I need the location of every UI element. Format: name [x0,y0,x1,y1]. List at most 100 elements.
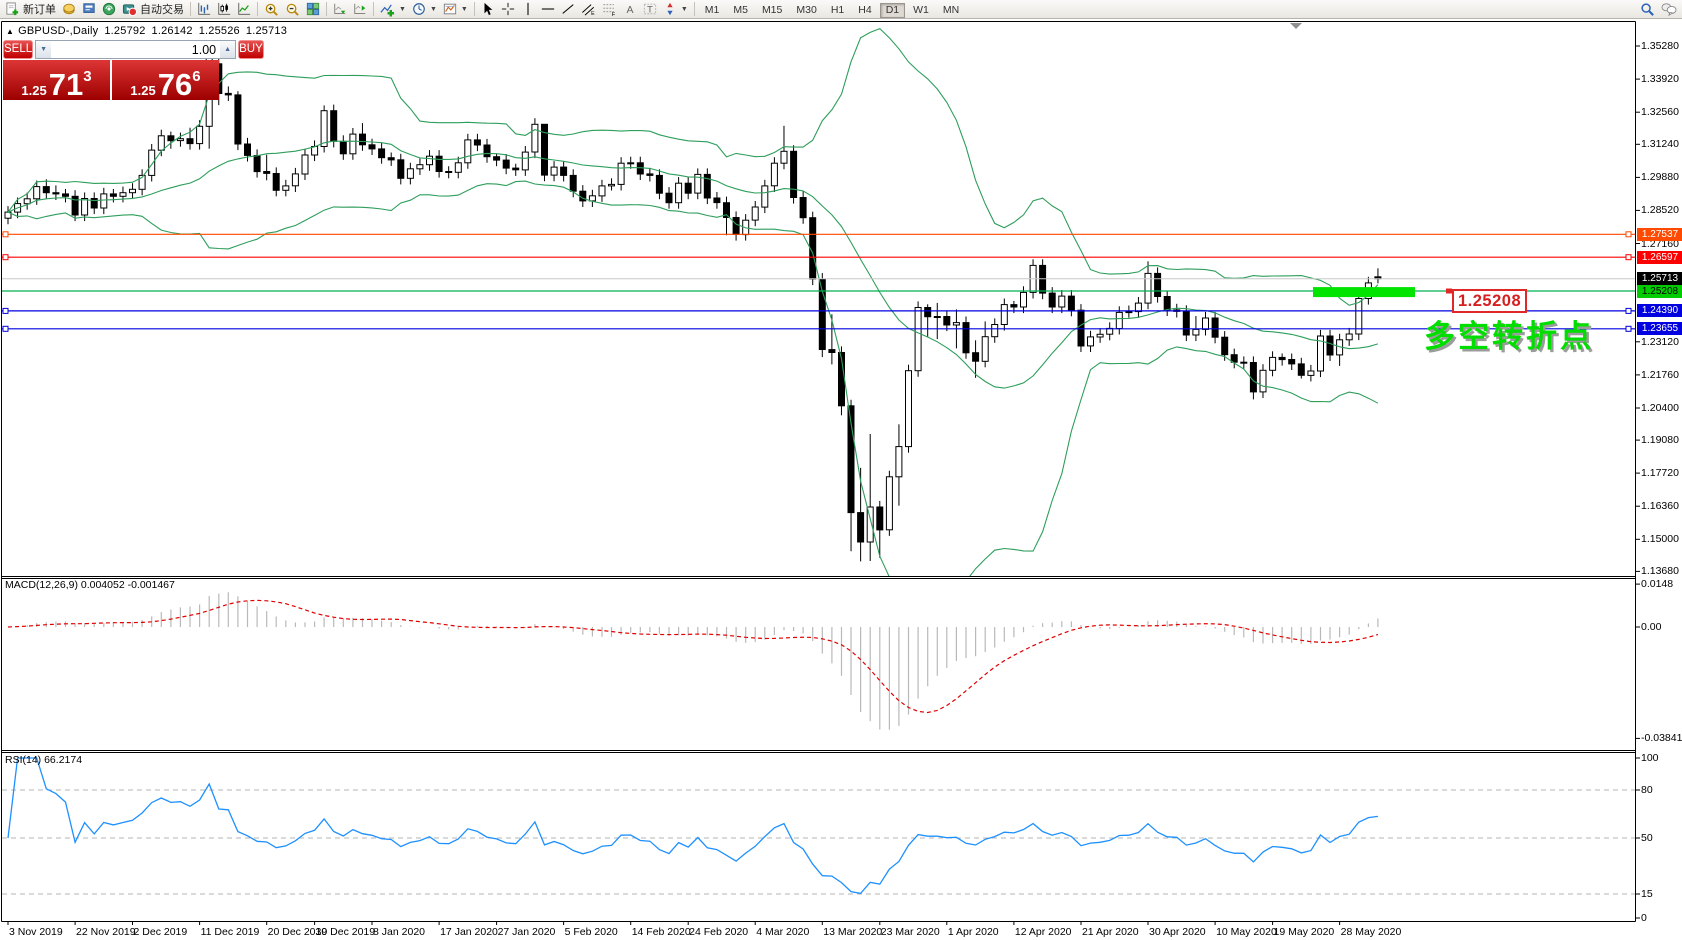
hline-endpoint-marker[interactable] [2,325,9,332]
autotrading-button[interactable]: 自动交易 [119,1,187,18]
hline-endpoint-marker[interactable] [1625,254,1632,261]
sell-price-small: 1.25 [21,83,47,98]
hline-endpoint-marker[interactable] [2,231,9,238]
fibonacci-icon: F [603,4,616,16]
templates-button[interactable]: ▼ [440,1,471,18]
chat-button[interactable] [1658,1,1680,18]
hline-endpoint-marker[interactable] [2,254,9,261]
signals-icon [102,2,116,16]
arrows-button[interactable]: ▼ [660,1,691,18]
volume-decrease-button[interactable]: ▼ [36,41,52,58]
periods-button[interactable]: ▼ [409,1,440,18]
buy-price-big: 76 [157,66,193,102]
one-click-collapse-icon[interactable]: ▲ [6,27,15,36]
dropdown-caret-icon: ▼ [460,5,468,13]
text-label-button[interactable]: T [640,1,660,18]
toolbar-separator [473,2,475,16]
cursor-icon [484,2,493,16]
search-icon [1641,2,1654,16]
hline-endpoint-marker[interactable] [2,307,9,314]
hline-endpoint-marker[interactable] [1625,307,1632,314]
chart-window: ▲ GBPUSD-,Daily 1.25792 1.26142 1.25526 1.257… [0,19,1682,940]
auto-scroll-icon [334,3,346,14]
svg-text:E: E [591,11,595,16]
timeframe-H1[interactable]: H1 [825,3,850,18]
text-label-icon: T [643,3,656,16]
macd-indicator-label: MACD(12,26,9) 0.004052 -0.001467 [5,579,175,591]
chart-shift-marker[interactable] [1290,23,1302,29]
hline-endpoint-marker[interactable] [1625,325,1632,332]
timeframe-H4[interactable]: H4 [852,3,877,18]
zoom-in-icon [265,3,278,16]
periods-clock-icon [413,3,425,15]
bar-chart-button[interactable] [194,1,214,18]
close-value: 1.25713 [245,25,288,37]
fibonacci-button[interactable]: F [599,1,620,18]
cursor-button[interactable] [478,1,498,18]
text-button[interactable]: A [620,1,640,18]
low-value: 1.25526 [198,25,240,37]
volume-input[interactable] [51,41,221,58]
indicators-icon [380,3,395,17]
chart-shift-button[interactable] [350,1,370,18]
signals-button[interactable] [99,1,119,18]
timeframe-W1[interactable]: W1 [907,3,935,18]
candlestick-chart-button[interactable] [214,1,234,18]
volume-increase-button[interactable]: ▲ [220,41,236,58]
highlight-rectangle[interactable] [1313,287,1415,298]
symbol-period-label: GBPUSD-,Daily [18,25,99,37]
tile-windows-button[interactable] [303,1,323,18]
pane-chrome [1,21,1640,925]
bull-bear-turning-point-annotation[interactable]: 多空转折点 [1424,319,1594,354]
chart-objects [2,23,1635,332]
tile-windows-icon [306,2,320,16]
toolbar-separator [257,2,258,16]
market-watch-button[interactable] [59,1,79,18]
zoom-out-button[interactable] [282,1,303,18]
timeframe-MN[interactable]: MN [937,3,965,18]
toolbar-separator [190,2,191,16]
toolbar: 新订单 自动交易 [0,0,1682,19]
vertical-line-button[interactable] [518,1,538,18]
sell-price-pip: 3 [83,68,92,85]
indicators-button[interactable]: ▼ [377,1,409,18]
timeframe-M1[interactable]: M1 [699,3,726,18]
line-chart-button[interactable] [234,1,254,18]
timeframe-M30[interactable]: M30 [790,3,822,18]
callout-anchor-marker[interactable] [1446,288,1452,294]
new-order-button[interactable]: 新订单 [2,1,59,18]
terminal-button[interactable] [79,1,99,18]
zoom-in-button[interactable] [261,1,282,18]
price-callout-1.25208[interactable]: 1.25208 [1452,289,1528,313]
timeframe-M5[interactable]: M5 [727,3,754,18]
autotrading-label: 自动交易 [140,4,184,16]
search-button[interactable] [1637,1,1658,18]
buy-button[interactable]: BUY [238,40,264,59]
sell-price-display[interactable]: 1.25 71 3 [3,60,110,100]
rsi-layer [2,757,1635,895]
line-chart-icon [238,2,251,15]
buy-price-pip: 6 [192,68,201,85]
toolbar-separator [373,2,374,16]
chart-shift-icon [354,3,366,14]
timeframe-D1[interactable]: D1 [879,2,906,18]
market-watch-icon [63,3,75,15]
sell-button[interactable]: SELL [3,40,34,59]
open-value: 1.25792 [104,25,146,37]
channel-button[interactable]: E [578,1,599,18]
text-icon: A [626,4,633,16]
timeframe-M15[interactable]: M15 [756,3,788,18]
new-order-icon [6,1,19,15]
horizontal-line-button[interactable] [538,1,558,18]
hline-endpoint-marker[interactable] [1625,231,1632,238]
buy-price-small: 1.25 [130,83,156,98]
macd-layer [7,592,1379,730]
trendline-button[interactable] [558,1,578,18]
chart-canvas [1,21,1640,925]
crosshair-button[interactable] [498,1,518,18]
buy-price-display[interactable]: 1.25 76 6 [112,60,219,100]
dropdown-caret-icon: ▼ [680,5,688,13]
zoom-out-icon [286,3,299,16]
auto-scroll-button[interactable] [330,1,350,18]
